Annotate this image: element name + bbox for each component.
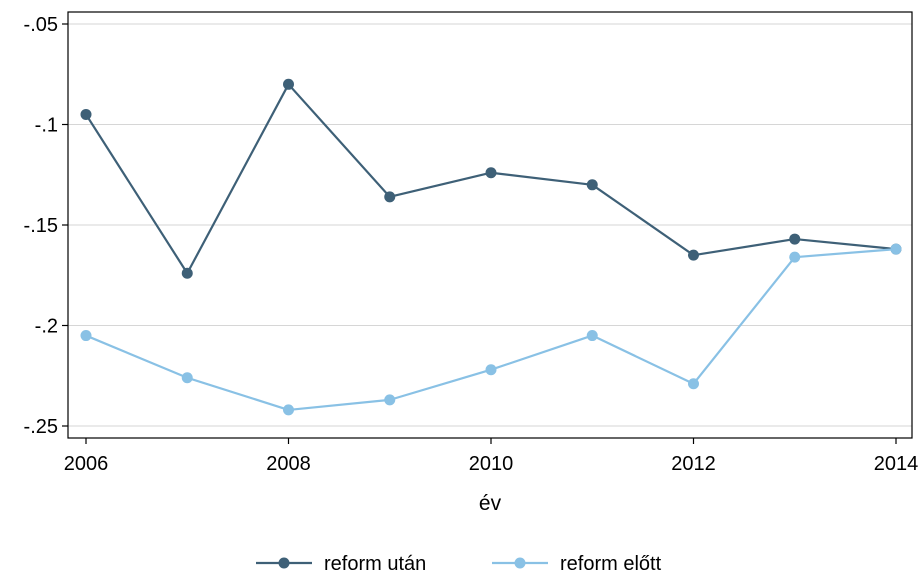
series-layer — [80, 78, 902, 416]
legend-entry: reform után — [256, 553, 426, 575]
x-axis-title: év — [479, 492, 502, 515]
data-point — [586, 330, 598, 342]
data-point — [485, 364, 497, 376]
x-axis: 2006 2008 2010 2012 2014 — [64, 438, 919, 475]
data-point — [80, 108, 92, 120]
y-axis: -.25 -.2 -.15 -.1 -.05 — [24, 14, 68, 438]
series-reform-utan — [80, 78, 902, 279]
y-tick-label: -.05 — [24, 14, 58, 36]
y-tick-label: -.2 — [35, 316, 58, 338]
gridlines — [68, 23, 912, 427]
data-point — [384, 191, 396, 203]
legend-marker — [514, 557, 526, 569]
data-point — [890, 243, 902, 255]
series-line — [85, 83, 897, 275]
data-point — [181, 267, 193, 279]
data-point — [586, 179, 598, 191]
legend-marker — [278, 557, 290, 569]
data-point — [283, 78, 294, 90]
series-line — [85, 248, 897, 412]
data-point — [80, 330, 92, 342]
y-tick-label: -.1 — [35, 115, 58, 137]
x-tick-label: 2010 — [469, 453, 514, 475]
legend-entry: reform előtt — [492, 553, 662, 575]
data-point — [688, 378, 699, 390]
data-point — [283, 404, 294, 416]
legend-label: reform után — [324, 553, 426, 575]
data-point — [789, 251, 801, 263]
x-tick-label: 2012 — [671, 453, 716, 475]
data-point — [789, 233, 801, 245]
x-tick-label: 2006 — [64, 453, 109, 475]
legend: reform után reform előtt — [256, 553, 662, 575]
legend-label: reform előtt — [560, 553, 662, 575]
data-point — [181, 372, 193, 384]
y-tick-label: -.25 — [24, 416, 58, 438]
x-tick-label: 2014 — [874, 453, 919, 475]
x-tick-label: 2008 — [266, 453, 311, 475]
series-reform-elott — [80, 243, 902, 416]
y-tick-label: -.15 — [24, 215, 58, 237]
data-point — [384, 394, 396, 406]
data-point — [688, 249, 699, 261]
data-point — [485, 167, 497, 179]
